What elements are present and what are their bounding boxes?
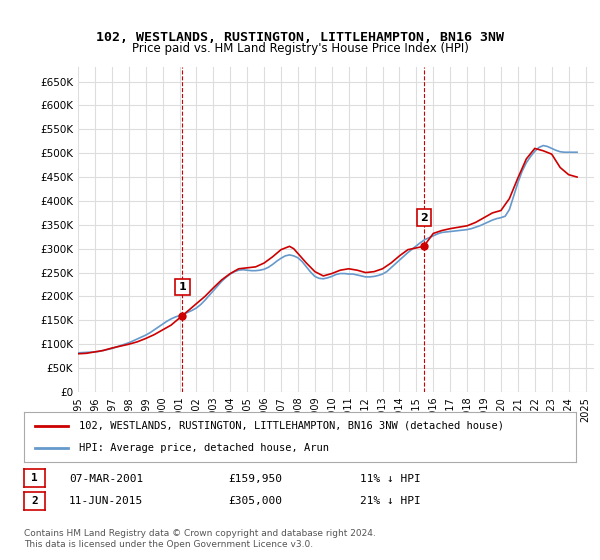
Text: HPI: Average price, detached house, Arun: HPI: Average price, detached house, Arun: [79, 443, 329, 453]
Text: 11-JUN-2015: 11-JUN-2015: [69, 496, 143, 506]
Text: Contains HM Land Registry data © Crown copyright and database right 2024.
This d: Contains HM Land Registry data © Crown c…: [24, 529, 376, 549]
Text: Price paid vs. HM Land Registry's House Price Index (HPI): Price paid vs. HM Land Registry's House …: [131, 42, 469, 55]
Text: 2: 2: [420, 213, 428, 223]
Text: 102, WESTLANDS, RUSTINGTON, LITTLEHAMPTON, BN16 3NW (detached house): 102, WESTLANDS, RUSTINGTON, LITTLEHAMPTO…: [79, 421, 504, 431]
Text: 11% ↓ HPI: 11% ↓ HPI: [360, 474, 421, 484]
Text: 1: 1: [179, 282, 186, 292]
Text: £159,950: £159,950: [228, 474, 282, 484]
Text: 21% ↓ HPI: 21% ↓ HPI: [360, 496, 421, 506]
Text: 1: 1: [31, 473, 38, 483]
Text: 07-MAR-2001: 07-MAR-2001: [69, 474, 143, 484]
Text: 102, WESTLANDS, RUSTINGTON, LITTLEHAMPTON, BN16 3NW: 102, WESTLANDS, RUSTINGTON, LITTLEHAMPTO…: [96, 31, 504, 44]
Text: 2: 2: [31, 496, 38, 506]
Text: £305,000: £305,000: [228, 496, 282, 506]
